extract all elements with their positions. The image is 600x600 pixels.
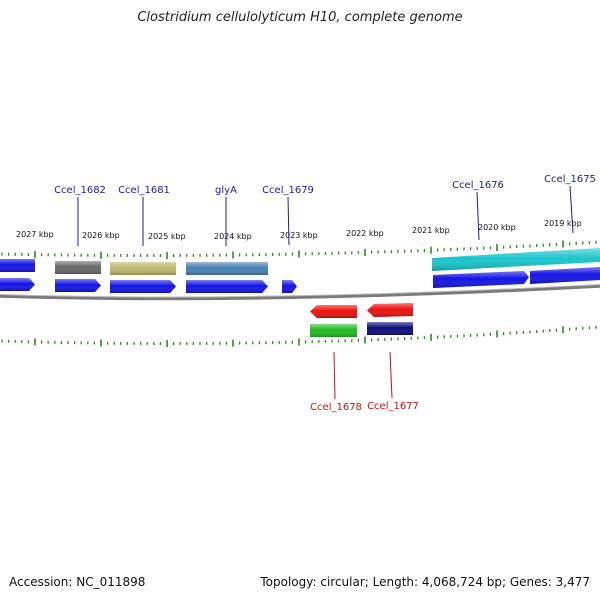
leader-ccel-1677 <box>389 351 393 399</box>
kbp-label-2019: 2019 kbp <box>544 219 582 228</box>
accession-text: Accession: NC_011898 <box>9 575 146 589</box>
label-ccel-1679[interactable]: Ccel_1679 <box>262 185 314 196</box>
gene-row-reverse <box>310 303 413 318</box>
genome-summary-text: Topology: circular; Length: 4,068,724 bp… <box>260 575 590 589</box>
kbp-label-2026: 2026 kbp <box>82 231 120 240</box>
leader-ccel-1676 <box>476 191 480 241</box>
kbp-label-2021: 2021 kbp <box>412 226 450 235</box>
kbp-scale: 2027 kbp 2026 kbp 2025 kbp 2024 kbp 2023… <box>16 219 582 241</box>
gene-row-forward <box>0 267 600 293</box>
genome-backbone-highlight <box>0 284 600 298</box>
label-ccel-1682[interactable]: Ccel_1682 <box>54 185 106 196</box>
leader-ccel-1675 <box>569 185 574 234</box>
label-glya[interactable]: glyA <box>215 185 237 196</box>
kbp-label-2020: 2020 kbp <box>478 223 516 232</box>
leader-ccel-1678 <box>333 351 336 400</box>
kbp-label-2023: 2023 kbp <box>280 231 318 240</box>
reverse-labels: Ccel_1678 Ccel_1677 <box>310 401 419 413</box>
label-ccel-1676[interactable]: Ccel_1676 <box>452 180 504 191</box>
genome-backbone <box>0 284 600 301</box>
label-ccel-1681[interactable]: Ccel_1681 <box>118 185 170 196</box>
kbp-label-2027: 2027 kbp <box>16 230 54 239</box>
label-ccel-1678[interactable]: Ccel_1678 <box>310 402 362 413</box>
tick-ring-inner <box>1 325 597 347</box>
kbp-label-2022: 2022 kbp <box>346 229 384 238</box>
kbp-label-2025: 2025 kbp <box>148 232 186 241</box>
forward-label-leaders <box>77 185 574 246</box>
forward-labels: Ccel_1682 Ccel_1681 glyA Ccel_1679 Ccel_… <box>54 174 596 196</box>
label-ccel-1677[interactable]: Ccel_1677 <box>367 401 419 412</box>
leader-ccel-1679 <box>287 196 290 246</box>
reverse-label-leaders <box>333 351 393 400</box>
cog-row-reverse <box>310 322 413 337</box>
label-ccel-1675[interactable]: Ccel_1675 <box>544 174 596 185</box>
cog-row-forward <box>0 248 600 275</box>
kbp-label-2024: 2024 kbp <box>214 232 252 241</box>
map-title: Clostridium cellulolyticum H10, complete… <box>137 10 463 25</box>
tick-ring-outer <box>1 240 597 259</box>
